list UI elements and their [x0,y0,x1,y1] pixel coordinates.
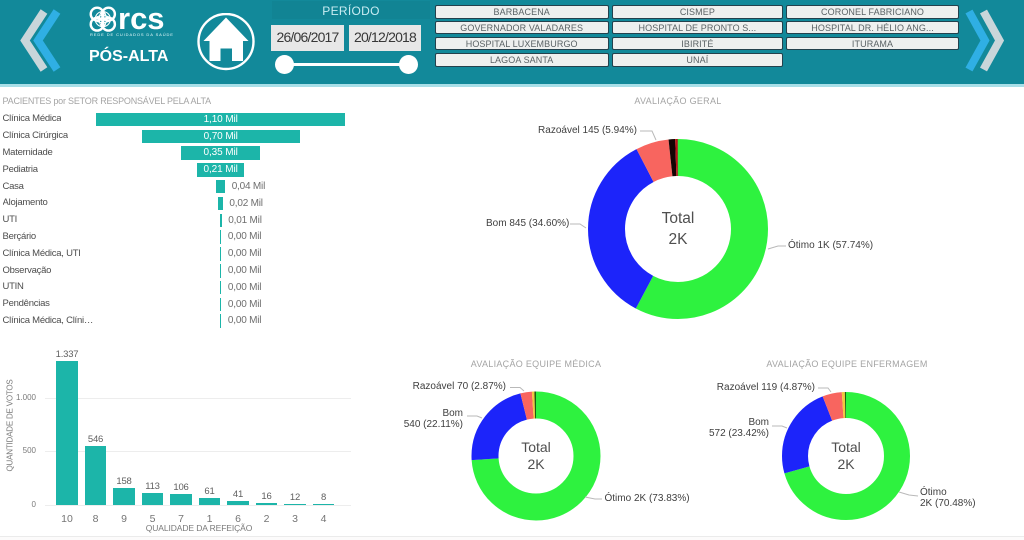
svg-text:rcs: rcs [118,5,165,32]
